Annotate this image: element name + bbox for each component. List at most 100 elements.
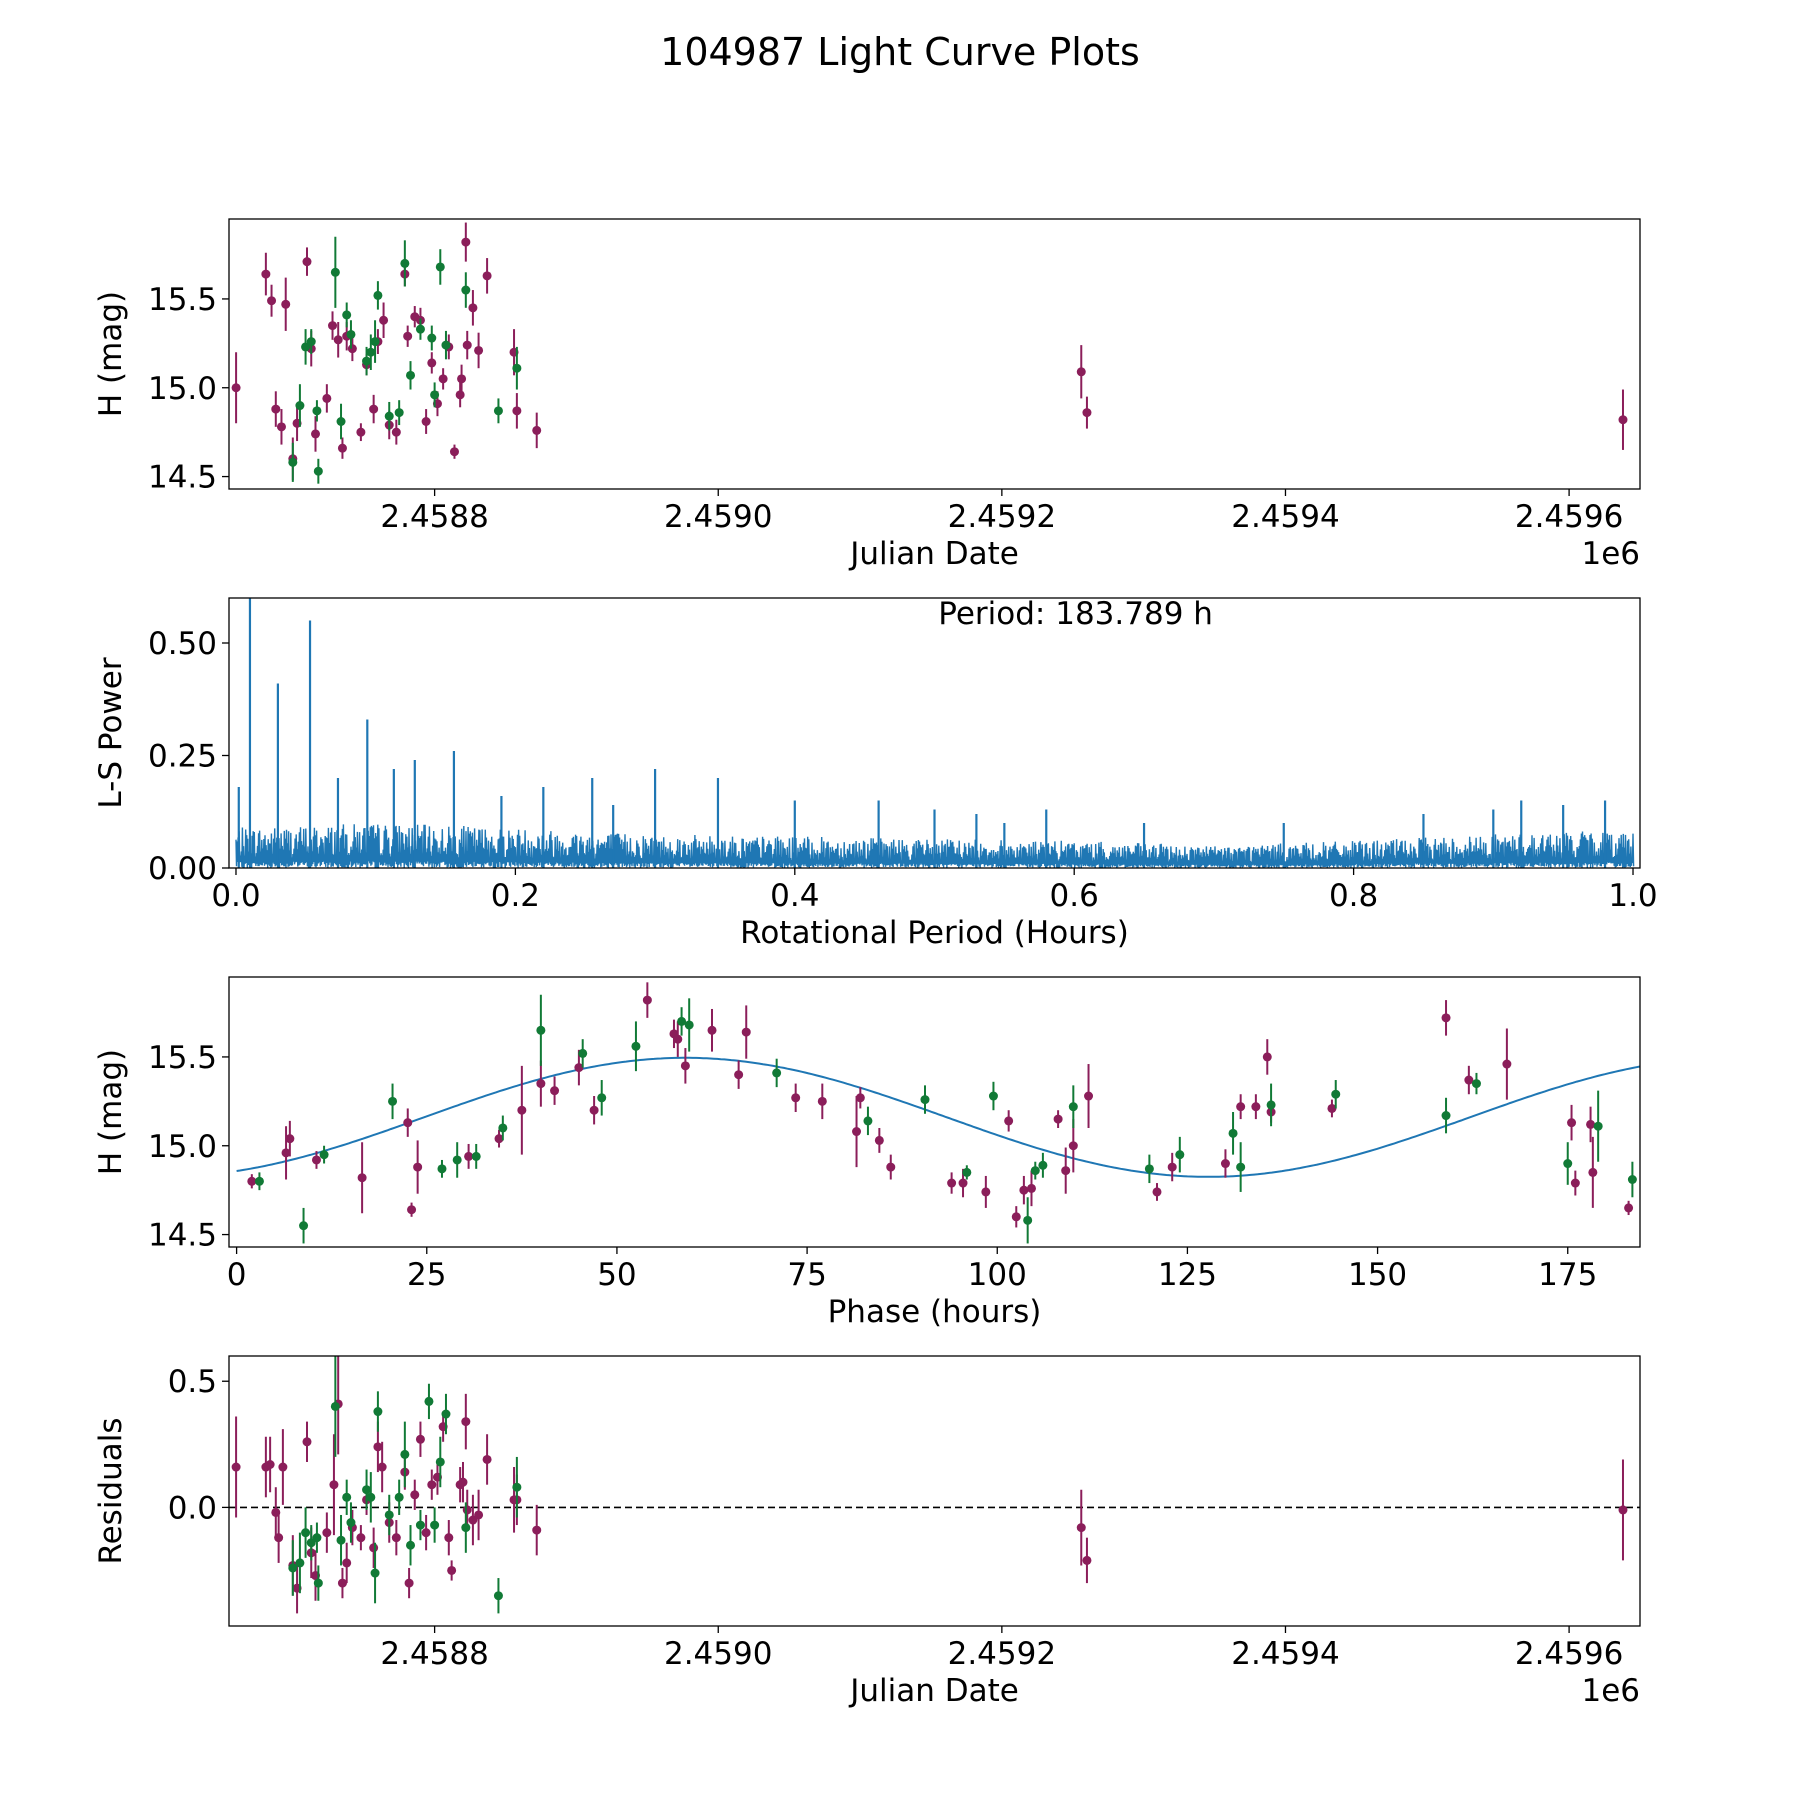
green-point-6 [330,236,340,308]
data-point [441,340,451,350]
residuals-frame [228,1355,1641,1627]
data-point [295,1558,305,1568]
purple-point-28 [421,409,431,434]
green-point-20 [430,1507,440,1543]
purple-point-51 [1570,1170,1580,1196]
purple-point-11 [322,1512,332,1553]
data-point [1266,1100,1276,1110]
green-point-12 [370,1542,380,1604]
data-point [947,1178,957,1188]
purple-point-29 [427,1469,437,1500]
data-point [597,1093,607,1103]
period-annotation: Period: 183.789 h [938,596,1213,632]
green-point-7 [336,1514,346,1566]
purple-point-45 [1082,396,1092,429]
data-point [261,269,271,279]
y-tick-label-0: 14.5 [148,460,217,496]
purple-point-54 [1624,1200,1634,1216]
purple-point-4 [274,1512,284,1563]
data-point [444,1533,454,1543]
data-point [1236,1162,1246,1172]
green-point-5 [313,1565,323,1601]
green-point-24 [493,1578,503,1614]
data-point [482,1454,492,1464]
data-point [449,447,459,457]
data-point [319,1150,329,1160]
data-point [1026,1183,1036,1193]
data-point [424,1396,434,1406]
data-point [373,1442,383,1452]
data-point [1251,1102,1261,1112]
green-point-17 [406,1525,416,1566]
data-point [366,347,376,357]
data-point [231,1462,241,1472]
green-point-4 [312,400,322,422]
green-point-0 [288,442,298,482]
purple-point-9 [494,1129,504,1148]
data-point [427,333,437,343]
data-point [333,335,343,345]
green-point-19 [427,325,437,351]
x-tick-label-1: 25 [407,1257,446,1293]
y-tick-label-0: 0.00 [148,851,217,887]
green-point-33 [1627,1161,1637,1198]
data-point [1019,1185,1029,1195]
data-point [471,1151,481,1161]
green-point-10 [597,1080,607,1116]
green-point-11 [366,1472,376,1523]
data-point [886,1162,896,1172]
purple-point-38 [1084,1064,1094,1128]
purple-point-25 [403,325,413,347]
green-point-2 [301,329,311,365]
periodogram-panel: Period: 183.789 h 0.0 0.2 0.4 0.6 0.8 1.0 0.00 0… [93,596,1658,951]
data-point [1023,1215,1033,1225]
data-point [1068,1141,1078,1151]
x-tick-label-4: 2.4596 [1515,499,1623,535]
purple-point-4 [357,1142,367,1214]
data-point [311,429,321,439]
purple-point-8 [464,1143,474,1169]
green-point-20 [430,382,440,408]
data-point [404,1578,414,1588]
data-point [342,1558,352,1568]
green-point-17 [962,1165,972,1180]
data-point [981,1187,991,1197]
data-point [474,345,484,355]
data-point [498,1123,508,1133]
green-point-21 [435,1436,445,1488]
data-point [1441,1111,1451,1121]
data-point [512,406,522,416]
phased-frame [228,976,1641,1248]
purple-point-0 [231,1416,241,1518]
data-point [517,1105,527,1115]
purple-point-18 [680,1048,690,1084]
purple-point-5 [403,1108,413,1137]
data-point [1567,1118,1577,1128]
data-point [512,1482,522,1492]
green-point-12 [677,1007,687,1036]
data-point [366,1492,376,1502]
data-point [313,1578,323,1588]
green-point-22 [441,330,451,360]
data-point [1144,1164,1154,1174]
purple-point-40 [1167,1152,1177,1182]
data-point [394,1492,404,1502]
purple-point-7 [413,1140,423,1194]
purple-point-53 [1588,1136,1598,1208]
data-point [369,404,379,414]
purple-point-16 [347,336,357,362]
purple-point-44 [1076,345,1086,399]
purple-point-49 [1502,1028,1512,1100]
data-point [427,1480,437,1490]
data-point [455,390,465,400]
purple-point-12 [550,1076,560,1105]
data-point [474,1510,484,1520]
green-point-16 [400,240,410,287]
data-point [278,1462,288,1472]
purple-point-27 [415,1421,425,1457]
data-point [288,1563,298,1573]
purple-point-28 [421,1514,431,1551]
periodogram-ylabel: L-S Power [93,657,129,808]
data-point [362,1485,372,1495]
